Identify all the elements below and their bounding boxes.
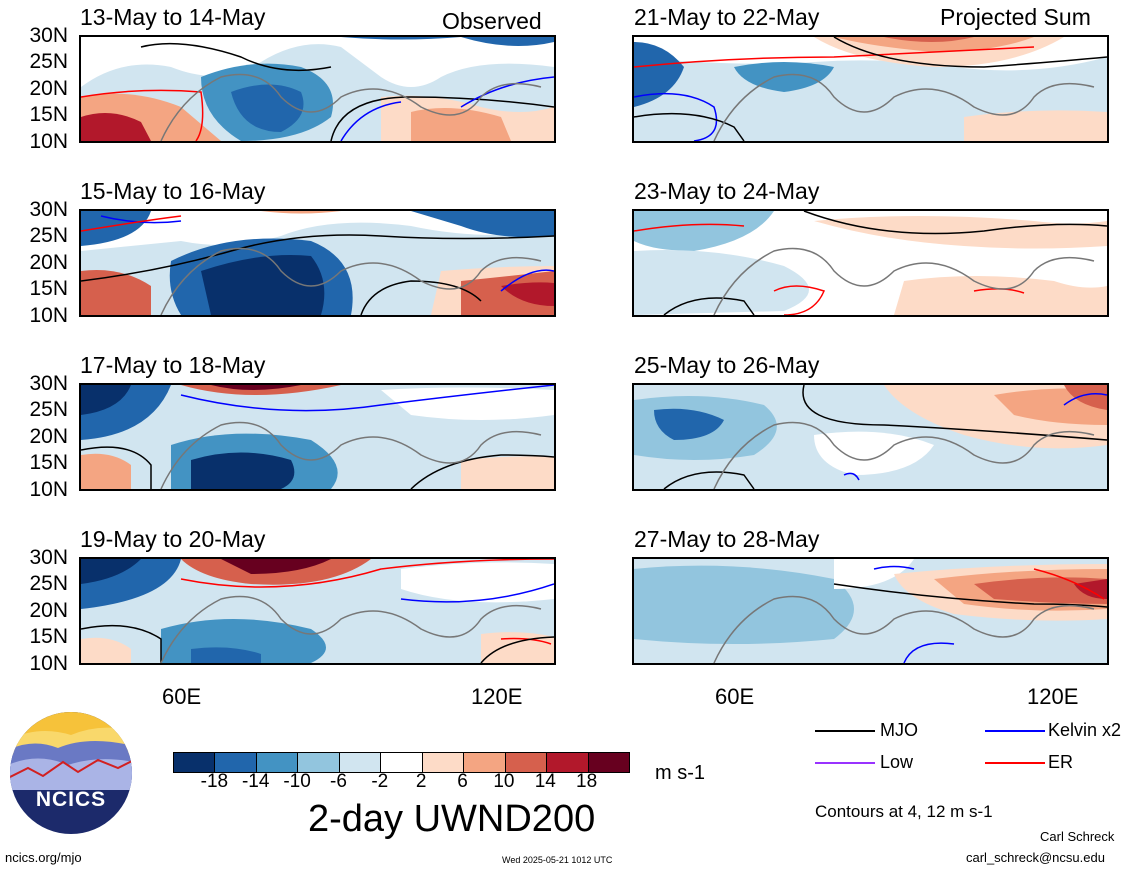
panel-title: 21-May to 22-May — [634, 4, 820, 30]
map-panel — [79, 383, 556, 491]
colorbar-label: -18 — [200, 771, 229, 792]
colorbar-swatch — [380, 753, 422, 772]
units-label: m s-1 — [655, 762, 705, 784]
legend-low: Low — [880, 752, 914, 772]
lat-label: 30N — [29, 372, 68, 395]
lon-label: 120E — [1027, 684, 1079, 709]
lat-label: 10N — [29, 478, 68, 501]
mjo-line-icon — [815, 730, 875, 732]
colorbar-swatch — [421, 753, 464, 772]
panel-title: 13-May to 14-May — [80, 4, 266, 30]
panel-title: 17-May to 18-May — [80, 352, 266, 378]
map-panel — [79, 557, 556, 665]
colorbar — [173, 752, 630, 773]
colorbar-swatch — [297, 753, 339, 772]
low-line-icon — [815, 762, 875, 764]
lat-label: 20N — [29, 425, 68, 448]
legend-mjo: MJO — [880, 720, 918, 740]
lat-label: 30N — [29, 198, 68, 221]
er-line-icon — [985, 762, 1045, 764]
lon-label: 60E — [162, 684, 202, 709]
timestamp: Wed 2025-05-21 1012 UTC — [502, 855, 613, 865]
author: Carl Schreck — [1040, 829, 1115, 844]
lat-label: 15N — [29, 277, 68, 300]
lon-label: 120E — [471, 684, 523, 709]
observed-label: Observed — [442, 8, 542, 34]
colorbar-label: 14 — [534, 771, 556, 792]
colorbar-swatch — [546, 753, 588, 772]
colorbar-label: 6 — [457, 771, 468, 792]
lat-label: 15N — [29, 451, 68, 474]
lat-label: 15N — [29, 625, 68, 648]
map-panel — [79, 209, 556, 317]
colorbar-label: -10 — [283, 771, 311, 792]
colorbar-swatch — [504, 753, 547, 772]
lat-label: 20N — [29, 251, 68, 274]
panel-title: 25-May to 26-May — [634, 352, 820, 378]
colorbar-label: -6 — [330, 771, 347, 792]
lat-label: 20N — [29, 599, 68, 622]
colorbar-swatch — [463, 753, 505, 772]
map-panel — [632, 383, 1109, 491]
panel-title: 15-May to 16-May — [80, 178, 266, 204]
colorbar-swatch — [338, 753, 381, 772]
lat-label: 30N — [29, 546, 68, 569]
lat-label: 20N — [29, 77, 68, 100]
site-url: ncics.org/mjo — [5, 850, 82, 865]
lat-label: 25N — [29, 50, 68, 73]
map-panel — [632, 557, 1109, 665]
map-panel — [632, 209, 1109, 317]
colorbar-swatch — [255, 753, 298, 772]
colorbar-swatch — [214, 753, 256, 772]
legend-er: ER — [1048, 752, 1074, 772]
variable-title: 2-day UWND200 — [308, 798, 596, 840]
panel-title: 27-May to 28-May — [634, 526, 820, 552]
lat-label: 25N — [29, 224, 68, 247]
colorbar-label: -2 — [371, 771, 389, 792]
colorbar-label: 2 — [415, 771, 427, 792]
legend-kelvin: Kelvin x2 — [1048, 720, 1122, 740]
panel-title: 23-May to 24-May — [634, 178, 820, 204]
kelvin-line-icon — [985, 730, 1045, 732]
ncics-logo: NCICS — [8, 710, 134, 836]
panel-title: 19-May to 20-May — [80, 526, 266, 552]
map-panel — [632, 35, 1109, 143]
colorbar-label: 10 — [493, 771, 515, 792]
logo-text: NCICS — [35, 788, 107, 811]
colorbar-label: -14 — [241, 771, 270, 792]
projected-sum-label: Projected Sum — [940, 4, 1091, 30]
email: carl_schreck@ncsu.edu — [966, 850, 1105, 865]
lat-label: 10N — [29, 304, 68, 327]
lat-label: 10N — [29, 130, 68, 153]
ncics-logo-icon — [10, 712, 132, 834]
colorbar-label: 18 — [576, 771, 598, 792]
colorbar-swatch — [587, 753, 629, 772]
lat-label: 30N — [29, 24, 68, 47]
lat-label: 15N — [29, 103, 68, 126]
lat-label: 25N — [29, 398, 68, 421]
lon-label: 60E — [715, 684, 755, 709]
lat-label: 10N — [29, 652, 68, 675]
colorbar-swatch — [174, 753, 215, 772]
lat-label: 25N — [29, 572, 68, 595]
map-panel — [79, 35, 556, 143]
contours-note: Contours at 4, 12 m s-1 — [815, 802, 993, 821]
